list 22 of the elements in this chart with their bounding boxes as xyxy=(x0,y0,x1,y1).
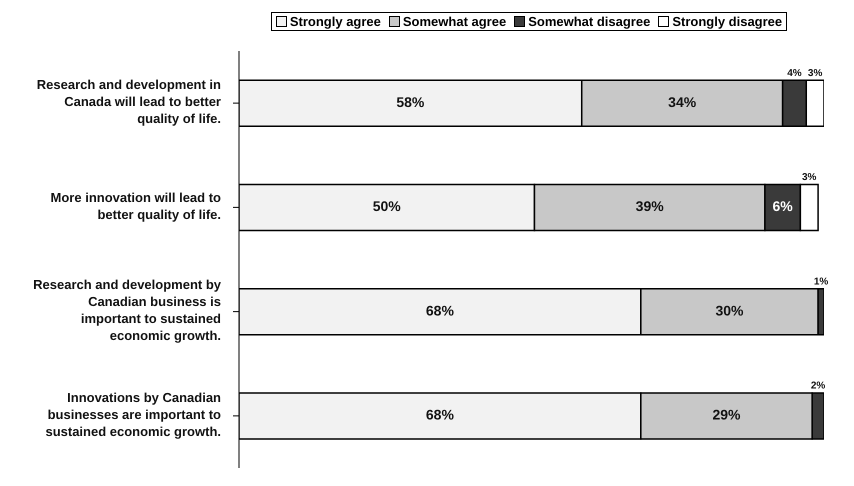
data-label: 58% xyxy=(396,94,425,110)
legend-label: Somewhat disagree xyxy=(527,14,650,29)
data-label: 3% xyxy=(808,68,822,79)
data-label: 3% xyxy=(802,172,817,184)
legend-label: Strongly agree xyxy=(288,14,381,29)
data-label: 6% xyxy=(772,198,794,214)
data-label: 1% xyxy=(814,276,828,288)
data-label: 39% xyxy=(636,198,664,214)
data-label: 68% xyxy=(426,302,454,318)
y-tick-label: More innovation will lead to better quality of life. xyxy=(50,190,222,222)
data-label: 68% xyxy=(426,406,454,423)
y-tick-label: Innovations by Canadian businesses are important to sustained economic growth. xyxy=(45,390,222,440)
data-label: 4% xyxy=(787,68,802,79)
y-tick-label: Research and development in Canada will lead to better quality of life. xyxy=(36,78,222,127)
data-label: 50% xyxy=(372,198,402,214)
data-label: 30% xyxy=(715,302,744,318)
data-label: 2% xyxy=(810,380,826,392)
legend-label: Strongly disagree xyxy=(671,14,782,29)
legend-label: Somewhat agree xyxy=(402,14,506,29)
data-label: 29% xyxy=(712,406,742,423)
data-label: 34% xyxy=(668,94,697,110)
y-tick-label: Research and development by Canadian business is important to sustained economic growth. xyxy=(33,278,222,344)
